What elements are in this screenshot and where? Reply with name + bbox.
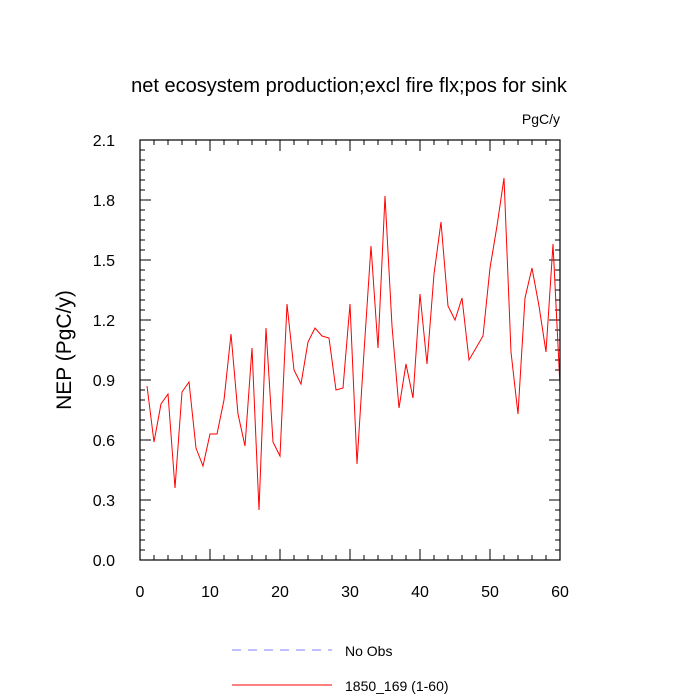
legend-label-run: 1850_169 (1-60) [345,678,449,694]
y-tick-label: 1.5 [93,253,115,270]
y-tick-label: 0.6 [93,433,115,450]
x-tick-label: 10 [201,584,219,601]
y-tick-label: 1.8 [93,193,115,210]
legend-label-no-obs: No Obs [345,643,392,659]
chart-title: net ecosystem production;excl fire flx;p… [131,75,568,97]
x-tick-label: 30 [341,584,359,601]
tick-labels: 0 10 20 30 40 50 60 0.0 0.3 0.6 0.9 1.2 1.5 1.8 2.1 [93,133,569,601]
y-tick-label: 2.1 [93,133,115,150]
x-tick-label: 0 [136,584,145,601]
y-tick-label: 1.2 [93,313,115,330]
axis-ticks [139,139,561,561]
x-tick-label: 60 [551,584,569,601]
legend: No Obs 1850_169 (1-60) [232,643,449,694]
plot-frame [139,139,561,561]
y-tick-label: 0.9 [93,373,115,390]
data-series [146,177,561,511]
x-tick-label: 20 [271,584,289,601]
x-tick-label: 40 [411,584,429,601]
y-tick-label: 0.3 [93,493,115,510]
series-line [146,177,561,511]
x-tick-label: 50 [481,584,499,601]
y-tick-label: 0.0 [93,553,115,570]
units-label: PgC/y [522,111,560,127]
y-axis-label: NEP (PgC/y) [53,290,76,410]
